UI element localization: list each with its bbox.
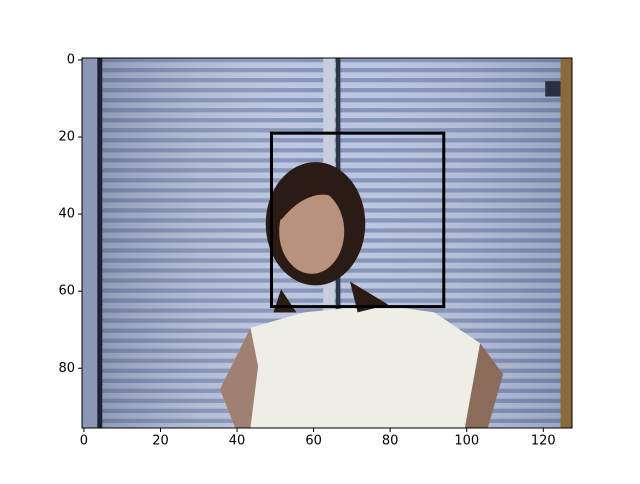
bounding-box <box>269 131 446 309</box>
y-tick-label: 80 <box>58 361 75 376</box>
axes-frame <box>81 57 573 429</box>
y-tick-label: 20 <box>58 130 75 145</box>
x-tick-label: 0 <box>80 434 88 449</box>
y-tick-label: 40 <box>58 207 75 222</box>
x-tick-label: 40 <box>229 434 246 449</box>
x-tick-label: 80 <box>382 434 399 449</box>
x-tick-label: 60 <box>305 434 322 449</box>
photo <box>82 58 572 428</box>
x-tick-label: 100 <box>454 434 479 449</box>
y-tick-label: 0 <box>67 52 75 67</box>
x-tick-label: 20 <box>152 434 169 449</box>
x-tick-label: 120 <box>531 434 556 449</box>
y-tick-label: 60 <box>58 284 75 299</box>
